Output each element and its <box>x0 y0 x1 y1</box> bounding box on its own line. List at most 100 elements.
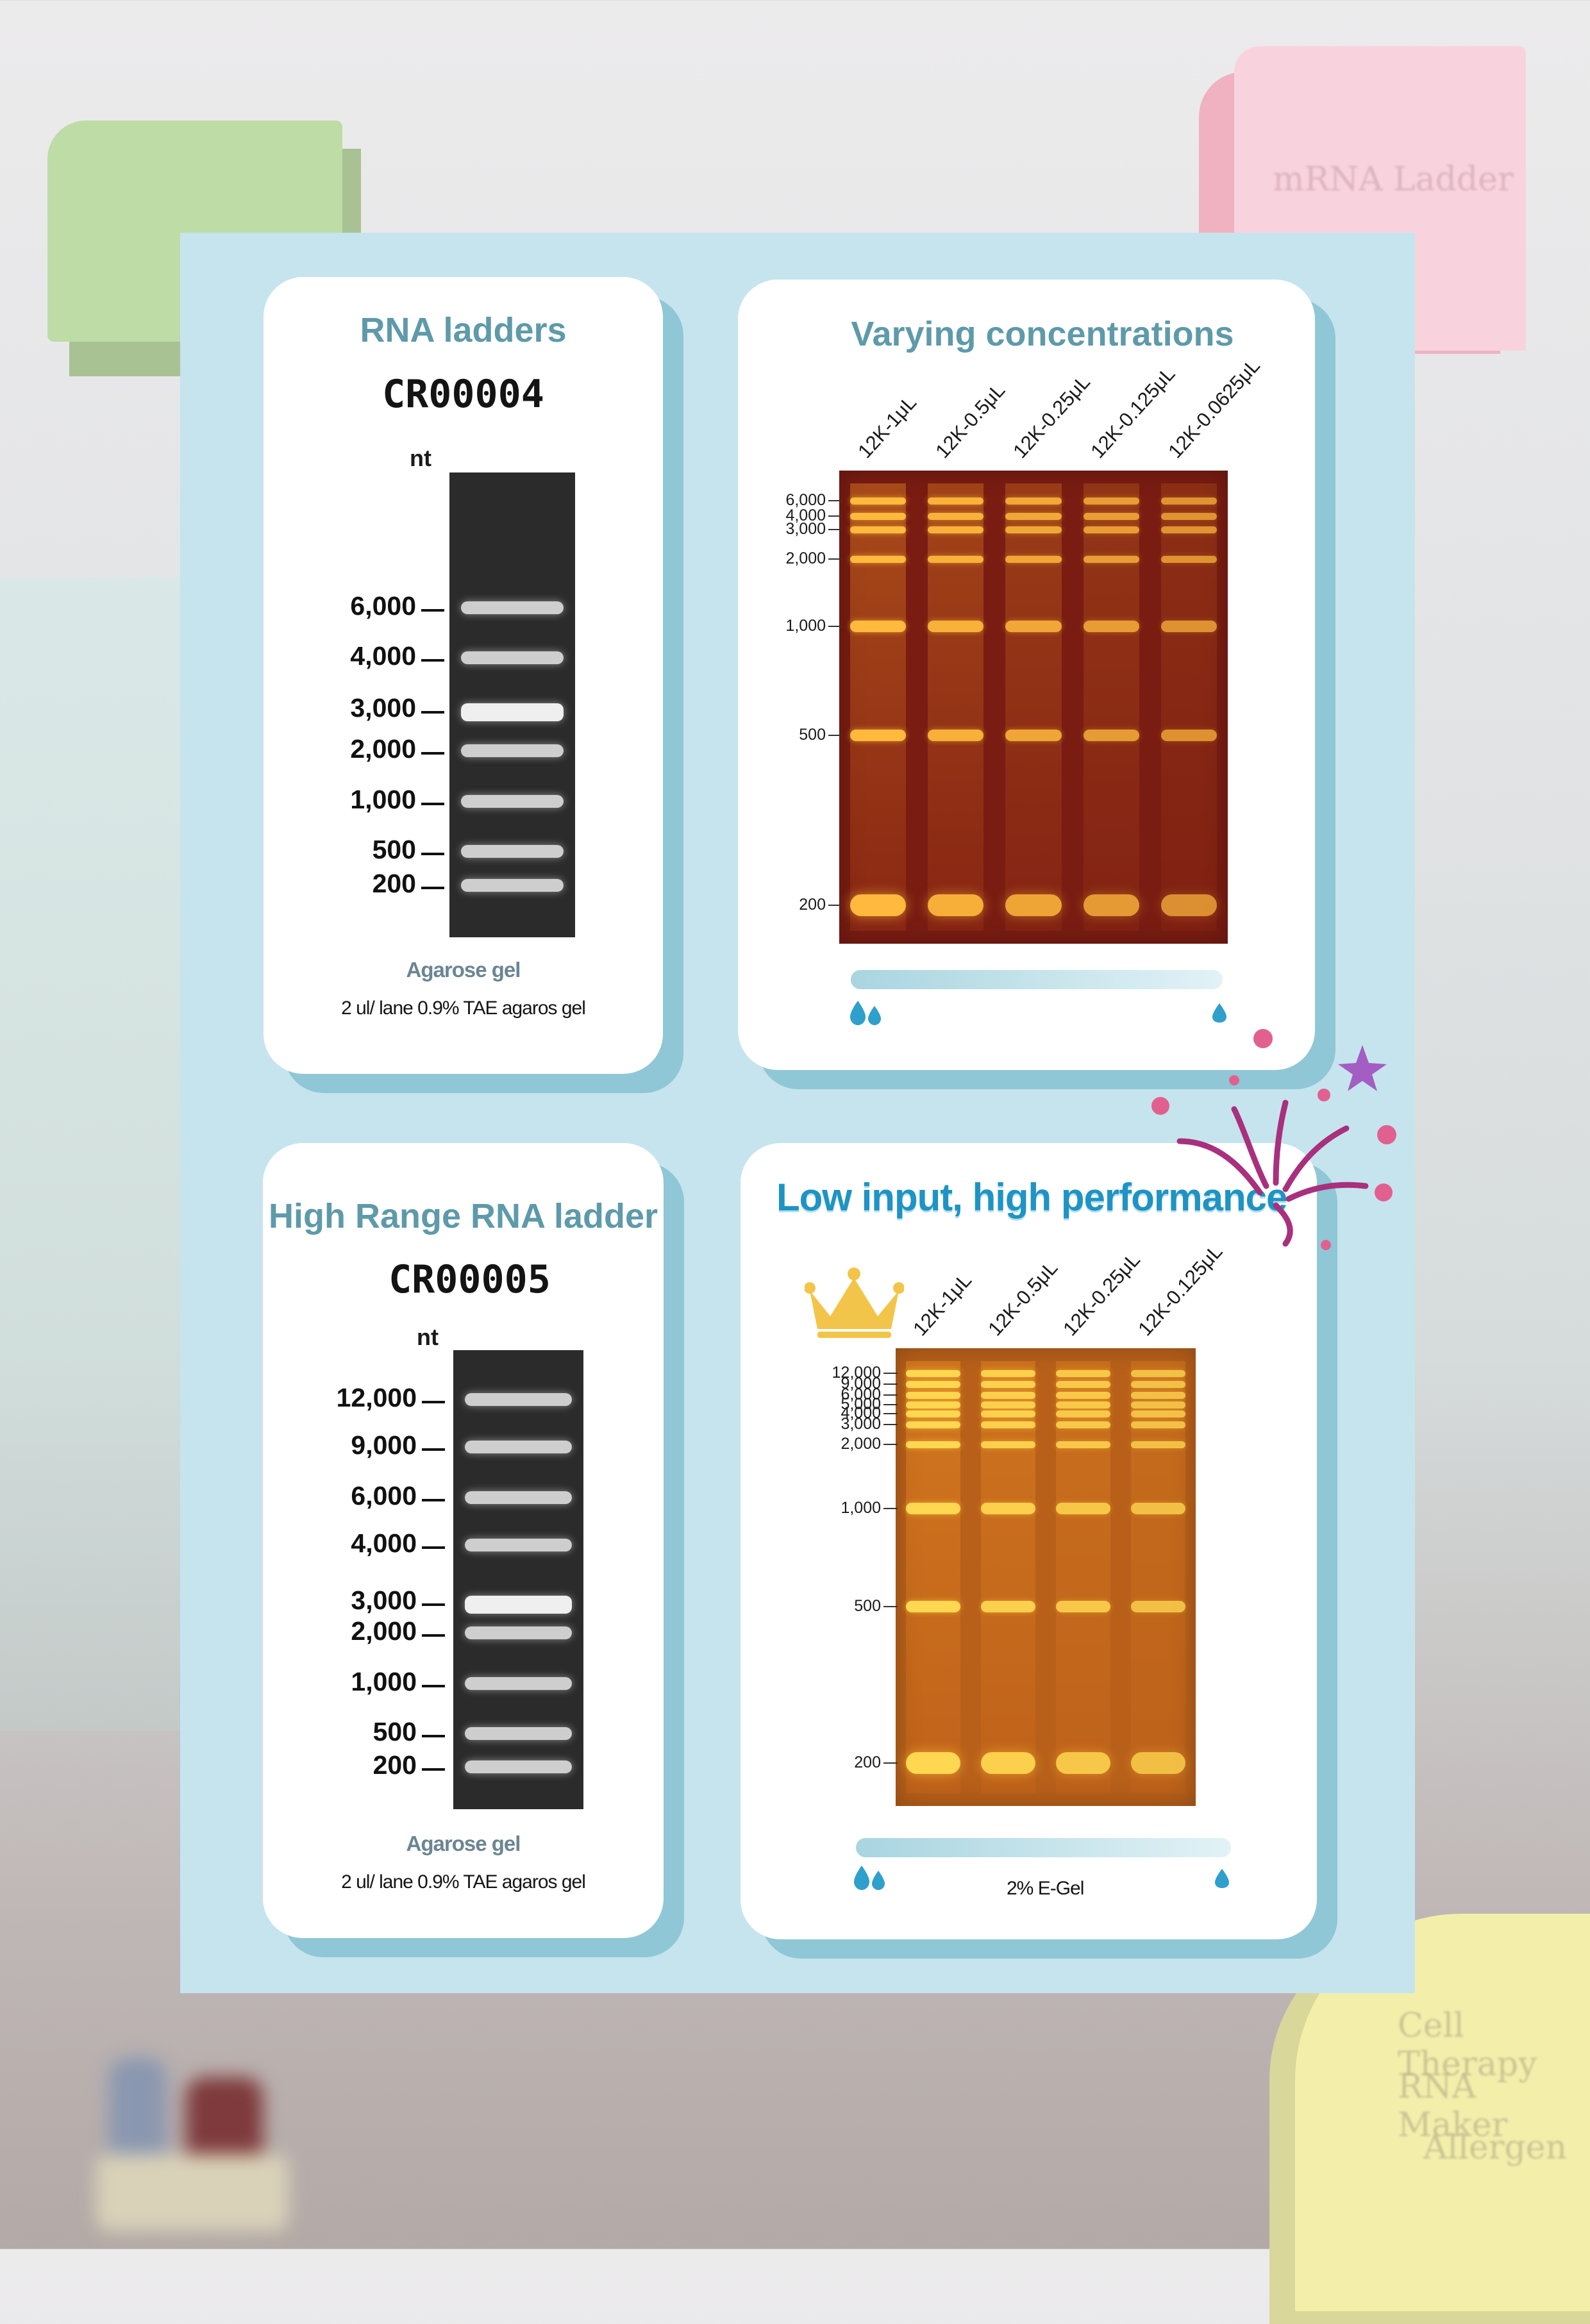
gel-band <box>1083 894 1139 916</box>
gel-band <box>906 1752 960 1774</box>
gel-band <box>928 555 984 563</box>
gel-band <box>461 845 564 858</box>
gel-image-orange <box>896 1348 1196 1806</box>
size-marker-label: 1,000 <box>350 785 416 814</box>
gel-band <box>1056 1601 1110 1612</box>
gel-band <box>1131 1752 1185 1774</box>
size-marker-label: 200 <box>372 869 416 898</box>
gel-band <box>465 1596 572 1614</box>
size-marker-label: 3,000 <box>841 1415 881 1433</box>
crown-icon <box>805 1267 904 1338</box>
gel-band <box>906 1421 960 1428</box>
gel-band <box>849 555 907 563</box>
gel-band <box>849 894 907 916</box>
gel-band <box>1056 1401 1110 1409</box>
gel-band <box>906 1441 960 1448</box>
gel-band <box>1056 1421 1110 1428</box>
size-marker-label: 1,000 <box>351 1667 417 1696</box>
marker-tick <box>422 1499 445 1501</box>
gel-band <box>1083 497 1139 505</box>
gel-band <box>1005 730 1062 741</box>
card-varying-concentrations: Varying concentrations 12K-1μL 12K-0.5μL 1… <box>738 280 1315 1070</box>
size-marker-label: 9,000 <box>841 1375 881 1392</box>
size-marker-label: 3,000 <box>351 1585 417 1615</box>
yellow-note-line-3: Allergen <box>1423 2128 1567 2167</box>
gel-band <box>849 621 907 632</box>
marker-tick <box>422 1735 445 1737</box>
gel-band <box>981 1401 1035 1409</box>
marker-tick <box>883 1444 898 1445</box>
gel-lane-smear <box>906 1361 960 1793</box>
gel-lane-smear <box>1056 1361 1110 1793</box>
size-marker-label: 4,000 <box>351 1528 417 1558</box>
gel-band <box>906 1391 960 1399</box>
gel-band <box>1160 621 1218 632</box>
gel-band <box>461 651 564 664</box>
yellow-note-line-2: RNA Maker <box>1398 2068 1508 2144</box>
gel-band <box>465 1677 572 1690</box>
gel-lane-smear <box>849 483 907 931</box>
marker-tick <box>883 1606 898 1607</box>
card-high-range-rna-ladder: High Range RNA ladder CR00005 nt Agarose… <box>263 1143 664 1938</box>
gel-band <box>465 1727 572 1740</box>
size-marker-label: 2,000 <box>350 734 416 764</box>
gel-band <box>981 1421 1035 1428</box>
lane-label: 12K-1μL <box>853 391 921 463</box>
marker-tick <box>421 752 444 755</box>
size-marker-label: 200 <box>854 1753 881 1771</box>
size-marker-label: 500 <box>799 726 826 744</box>
gel-band <box>1083 730 1139 741</box>
size-marker-label: 6,000 <box>350 591 416 621</box>
size-marker-label: 2,000 <box>785 549 826 567</box>
gel-band <box>1131 1503 1185 1514</box>
caption: 2 ul/ lane 0.9% TAE agaros gel <box>341 1871 586 1893</box>
gel-band <box>1160 512 1218 520</box>
marker-tick <box>828 529 842 530</box>
gel-band <box>1131 1601 1185 1612</box>
marker-tick <box>421 853 444 855</box>
background-blur <box>0 577 192 1731</box>
caption: 2 ul/ lane 0.9% TAE agaros gel <box>341 998 586 1019</box>
size-marker-label: 6,000 <box>785 491 826 509</box>
gel-band <box>928 526 984 533</box>
marker-tick <box>422 1634 445 1637</box>
gel-band <box>849 730 907 741</box>
gel-band <box>465 1441 572 1453</box>
gel-band <box>1083 555 1139 563</box>
gel-band <box>1131 1441 1185 1448</box>
gel-band <box>465 1491 572 1504</box>
marker-tick <box>883 1404 898 1405</box>
gel-band <box>928 497 984 505</box>
concentration-gradient-bar <box>856 1838 1231 1857</box>
card-title: Varying concentrations <box>851 315 1234 353</box>
gel-type-label: 2% E-Gel <box>1007 1878 1084 1899</box>
size-marker-label: 5,000 <box>841 1395 881 1413</box>
marker-tick <box>421 659 444 662</box>
agarose-gel-image <box>449 472 575 937</box>
marker-tick <box>883 1394 898 1396</box>
gel-band <box>1160 497 1218 505</box>
gel-band <box>1005 512 1062 520</box>
marker-tick <box>828 905 842 906</box>
lane-label: 12K-0.25μL <box>1058 1248 1144 1341</box>
caption-bold: Agarose gel <box>406 1832 521 1855</box>
marker-tick <box>422 1768 445 1771</box>
lane-label: 12K-0.5μL <box>931 379 1010 463</box>
concentration-gradient-bar <box>851 970 1223 989</box>
size-marker-label: 12,000 <box>336 1383 417 1412</box>
gel-band <box>1131 1369 1185 1377</box>
gel-band <box>928 621 984 632</box>
gel-band <box>849 512 907 520</box>
confetti-burst-icon <box>1151 1029 1396 1250</box>
gel-band <box>906 1410 960 1417</box>
pink-tab-label: mRNA Ladder <box>1273 160 1514 199</box>
gel-band <box>1131 1391 1185 1399</box>
marker-tick <box>421 803 444 805</box>
yellow-note-line-1: Cell Therapy <box>1398 2007 1537 2084</box>
gel-band <box>465 1393 572 1406</box>
gel-lane-smear <box>981 1361 1035 1793</box>
gel-band <box>981 1752 1035 1774</box>
gel-band <box>1131 1380 1185 1388</box>
gel-image-red <box>839 471 1228 944</box>
marker-tick <box>828 558 842 560</box>
